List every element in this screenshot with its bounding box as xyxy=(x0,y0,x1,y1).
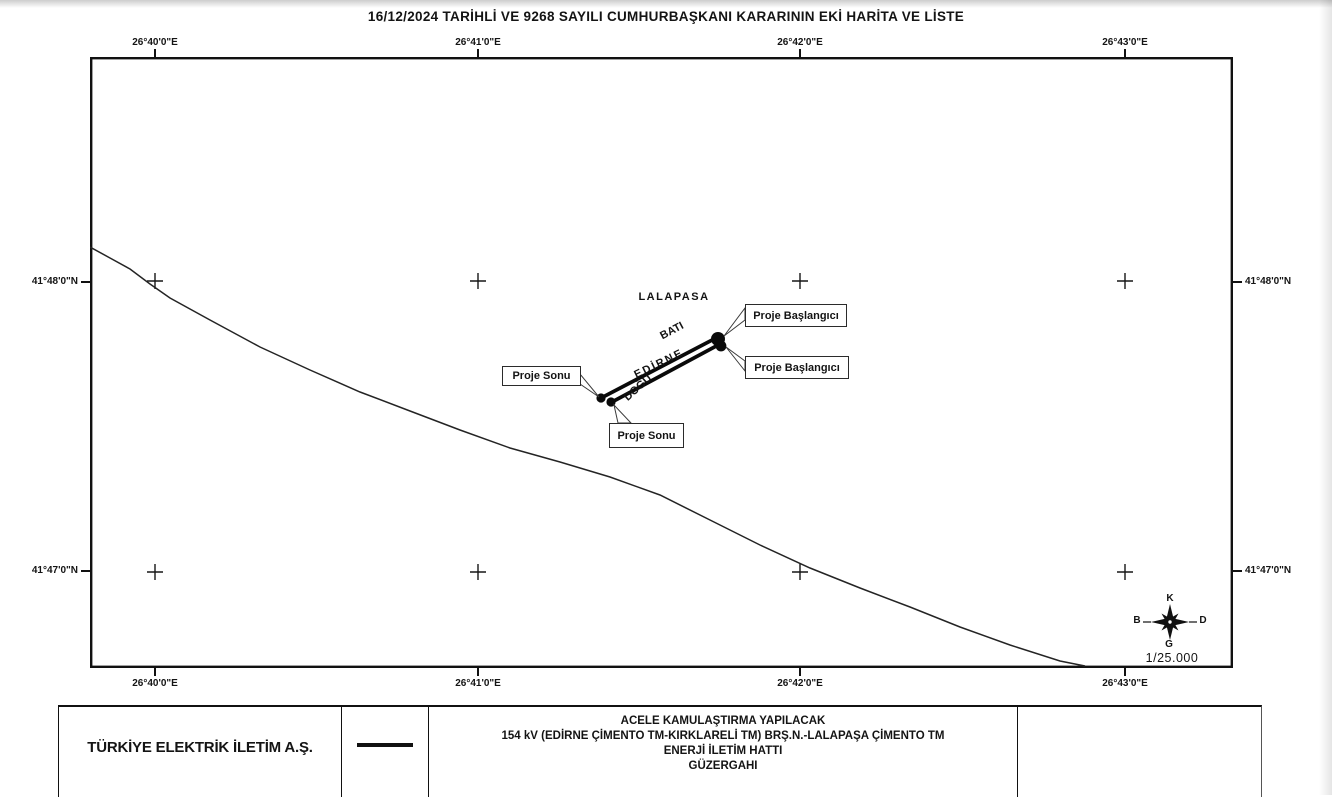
lon-label-top: 26°43'0"E xyxy=(1102,37,1148,48)
tick-mark xyxy=(154,49,156,58)
tick-mark xyxy=(1232,281,1242,283)
compass-west-label: B xyxy=(1133,615,1141,626)
callout-project-start: Proje Başlangıcı xyxy=(745,356,849,379)
tick-mark xyxy=(81,570,91,572)
tick-mark xyxy=(1124,49,1126,58)
map-frame: LALAPASA BATI EDİRNE DOĞU Proje Başlangı… xyxy=(90,57,1233,668)
lon-label-bottom: 26°41'0"E xyxy=(455,678,501,689)
description-line: ENERJİ İLETİM HATTI xyxy=(663,745,783,757)
callout-project-end: Proje Sonu xyxy=(609,423,684,448)
map-scale: 1/25.000 xyxy=(1145,651,1199,665)
scan-edge-artifact-right xyxy=(1319,0,1332,795)
boundary-line xyxy=(90,246,1086,667)
place-label: LALAPASA xyxy=(638,291,710,303)
compass-east-label: D xyxy=(1199,615,1207,626)
tick-mark xyxy=(799,667,801,676)
map-border xyxy=(90,57,1233,668)
lon-label-bottom: 26°40'0"E xyxy=(132,678,178,689)
lat-label-right: 41°48'0"N xyxy=(1245,276,1292,287)
compass-rose-icon xyxy=(1143,604,1197,640)
scan-edge-artifact-top xyxy=(0,0,1332,8)
lon-label-top: 26°40'0"E xyxy=(132,37,178,48)
compass-south-label: G xyxy=(1165,639,1173,650)
lon-label-bottom: 26°43'0"E xyxy=(1102,678,1148,689)
tick-mark xyxy=(1124,667,1126,676)
description-line: 154 kV (EDİRNE ÇİMENTO TM-KIRKLARELİ TM)… xyxy=(501,730,945,742)
lat-label-right: 41°47'0"N xyxy=(1245,565,1292,576)
lon-label-bottom: 26°42'0"E xyxy=(777,678,823,689)
tick-mark xyxy=(477,667,479,676)
project-description-cell: ACELE KAMULAŞTIRMA YAPILACAK 154 kV (EDİ… xyxy=(429,707,1018,797)
graticule-crosses xyxy=(147,273,1133,580)
route-endpoint-dot xyxy=(596,332,727,407)
tick-mark xyxy=(1232,570,1242,572)
lat-label-left: 41°47'0"N xyxy=(31,565,78,576)
lon-label-top: 26°41'0"E xyxy=(455,37,501,48)
tick-mark xyxy=(81,281,91,283)
lat-label-left: 41°48'0"N xyxy=(31,276,78,287)
description-line: ACELE KAMULAŞTIRMA YAPILACAK xyxy=(620,715,826,727)
tick-mark xyxy=(799,49,801,58)
callout-project-end: Proje Sonu xyxy=(502,366,581,386)
compass-north-label: K xyxy=(1166,593,1174,604)
legend-table: TÜRKİYE ELEKTRİK İLETİM A.Ş. ACELE KAMUL… xyxy=(58,705,1262,797)
tick-mark xyxy=(154,667,156,676)
transmission-line xyxy=(601,336,722,404)
tick-mark xyxy=(477,49,479,58)
legend-symbol-cell xyxy=(342,707,429,797)
organization-cell: TÜRKİYE ELEKTRİK İLETİM A.Ş. xyxy=(59,707,342,797)
map-canvas xyxy=(90,57,1233,668)
callout-project-start: Proje Başlangıcı xyxy=(745,304,847,327)
page-title: 16/12/2024 TARİHLİ VE 9268 SAYILI CUMHUR… xyxy=(367,9,965,24)
transmission-line-symbol xyxy=(357,743,413,747)
description-line: GÜZERGAHI xyxy=(688,760,758,772)
lon-label-top: 26°42'0"E xyxy=(777,37,823,48)
empty-cell xyxy=(1018,707,1261,797)
